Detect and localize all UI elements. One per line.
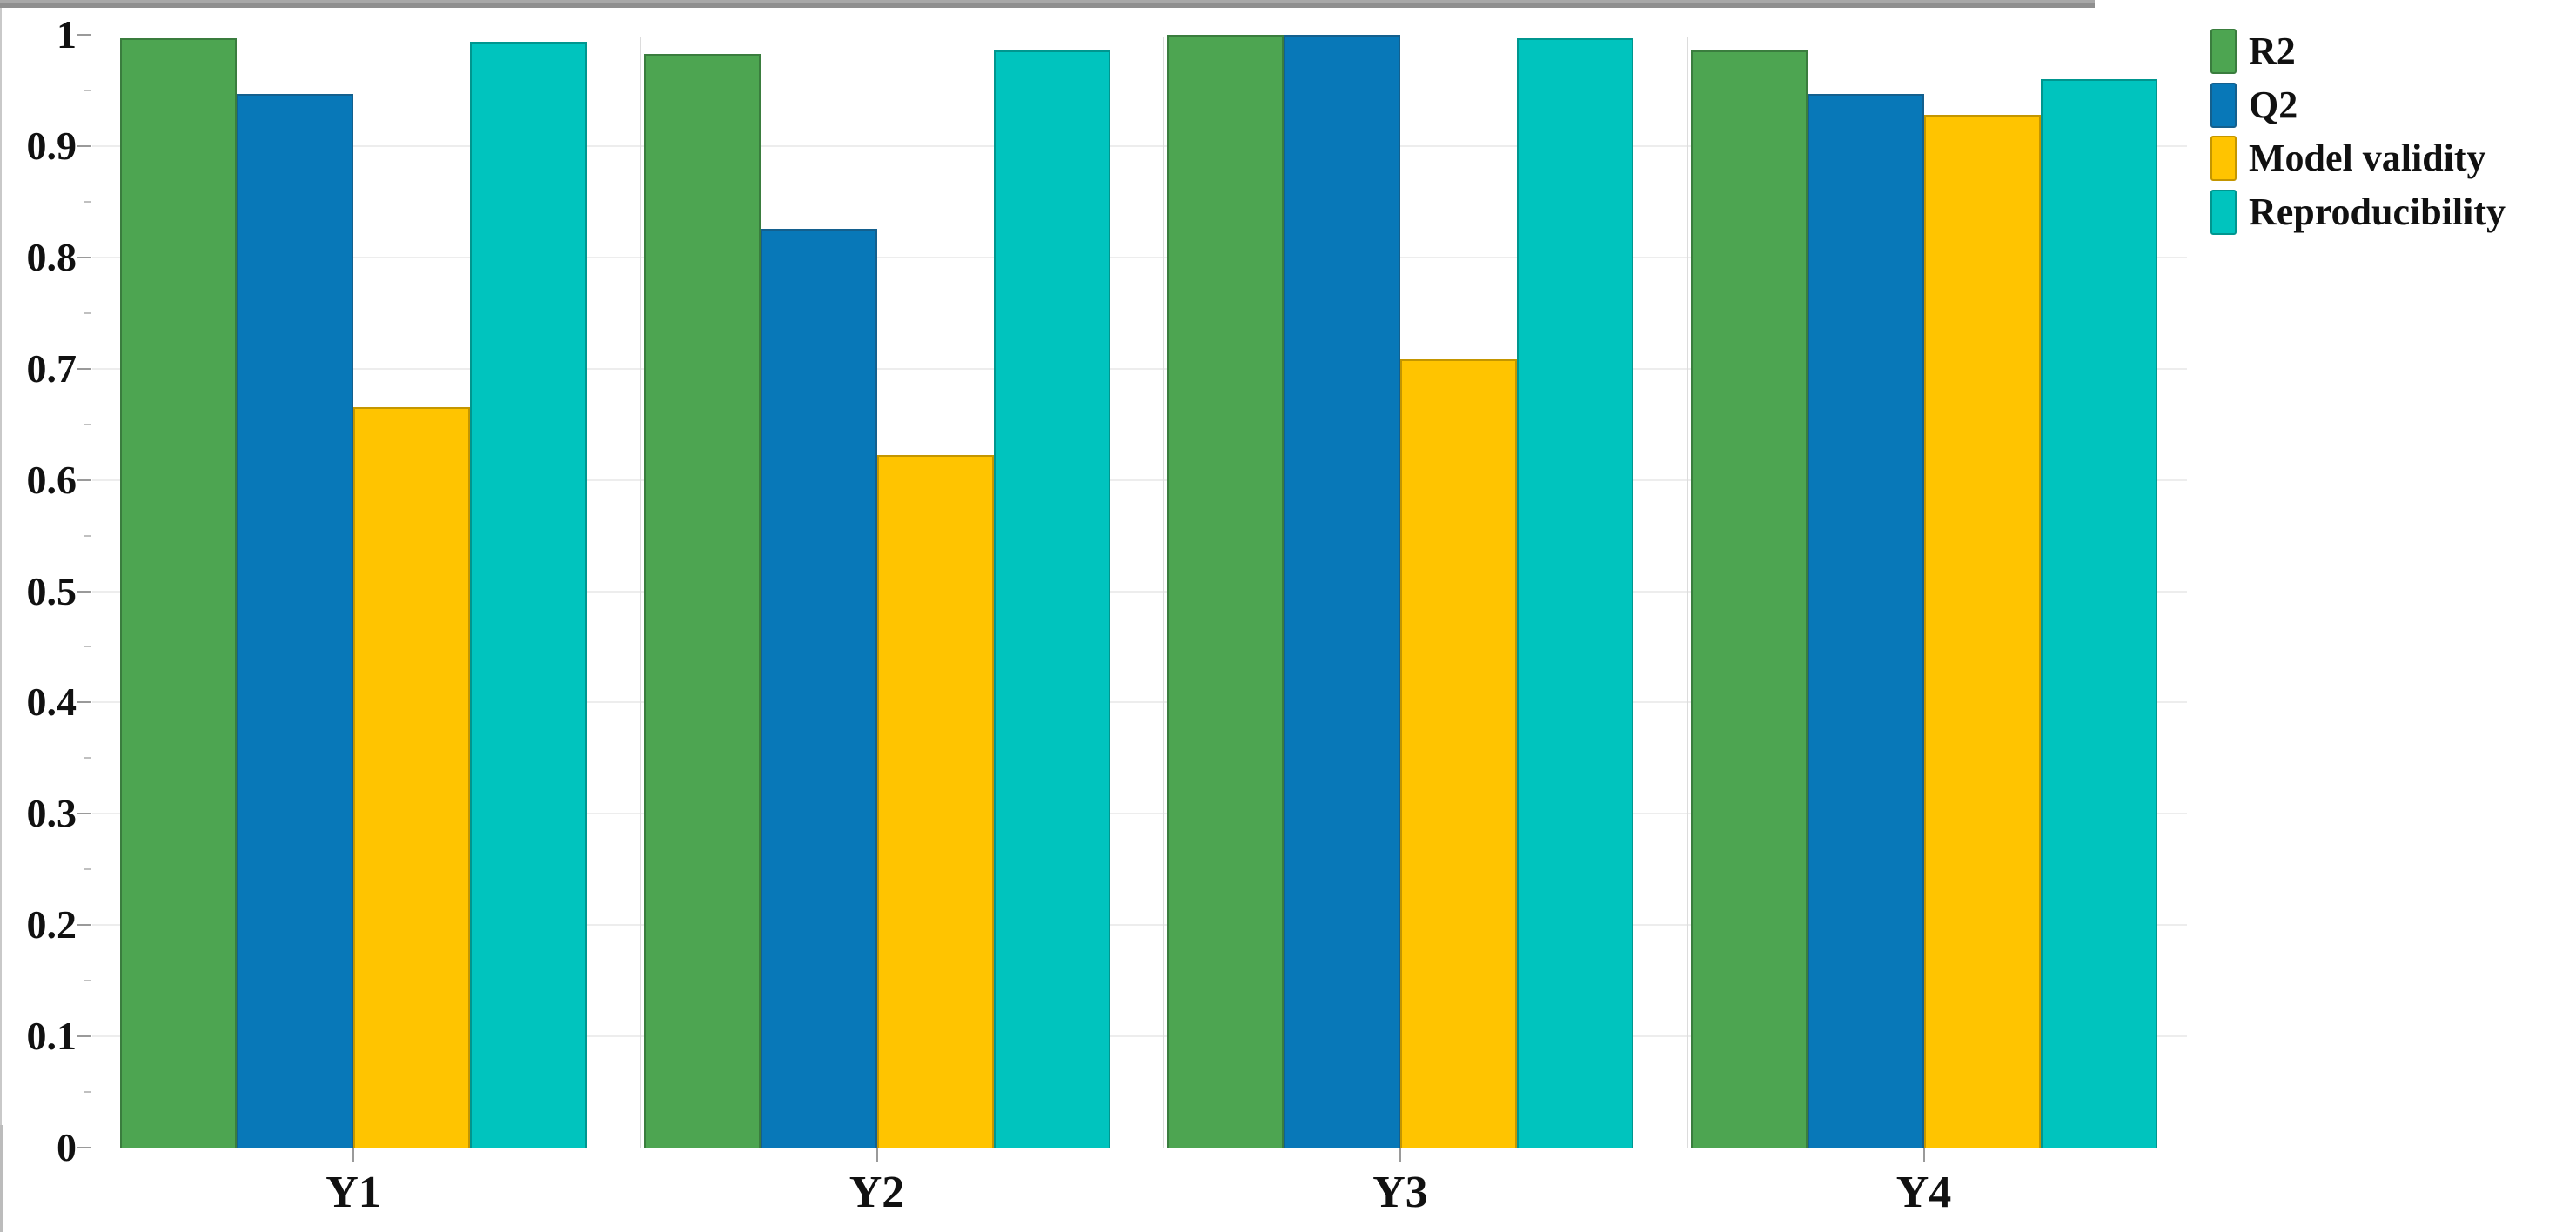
bar-model-validity-y3 xyxy=(1400,359,1517,1148)
y-axis-tick-label: 0 xyxy=(57,1125,77,1169)
legend-item: Reproducibility xyxy=(2210,189,2506,235)
gridline xyxy=(92,1035,2187,1038)
y-axis-major-tick xyxy=(77,144,91,147)
x-axis-tick xyxy=(352,1148,354,1162)
x-axis-category-label: Y4 xyxy=(1895,1168,1952,1217)
y-axis-major-tick xyxy=(77,813,91,815)
gridline xyxy=(92,479,2187,481)
bar-r2-y1 xyxy=(120,37,237,1148)
y-axis-major-tick xyxy=(77,1147,91,1148)
legend-item: Q2 xyxy=(2210,82,2298,128)
bar-q2-y2 xyxy=(760,228,877,1148)
y-axis-major-tick xyxy=(77,1035,91,1038)
y-axis-major-tick xyxy=(77,590,91,593)
x-axis-tick xyxy=(1399,1148,1401,1162)
plot-right-border xyxy=(0,1125,3,1232)
plot-top-border xyxy=(0,0,2095,3)
gridline xyxy=(92,813,2187,815)
y-axis-tick-label: 0.4 xyxy=(26,680,77,725)
legend-label: Model validity xyxy=(2249,137,2486,179)
y-axis-tick-label: 0.2 xyxy=(26,902,77,947)
legend-swatch-q2 xyxy=(2210,82,2237,128)
y-axis-minor-tick xyxy=(84,757,91,760)
y-axis-tick-label: 0.1 xyxy=(26,1014,77,1059)
bar-model-validity-y4 xyxy=(1923,115,2041,1148)
y-axis-minor-tick xyxy=(84,311,91,314)
y-axis-major-tick xyxy=(77,701,91,704)
y-axis-minor-tick xyxy=(84,423,91,425)
y-axis-minor-tick xyxy=(84,200,91,203)
bar-reproducibility-y3 xyxy=(1517,37,1633,1148)
gridline xyxy=(92,924,2187,927)
bar-r2-y2 xyxy=(643,53,761,1148)
legend-label: Reproducibility xyxy=(2249,190,2506,233)
bar-model-validity-y1 xyxy=(353,407,470,1148)
y-axis-minor-tick xyxy=(84,534,91,537)
legend-item: Model validity xyxy=(2210,136,2486,181)
y-axis-tick-label: 0.5 xyxy=(26,568,77,613)
x-axis-category-label: Y3 xyxy=(1372,1168,1428,1217)
y-axis-major-tick xyxy=(77,367,91,370)
legend-swatch-reproducibility xyxy=(2210,189,2237,235)
y-axis-tick-label: 0.7 xyxy=(26,345,77,391)
y-axis-minor-tick xyxy=(84,89,91,91)
legend-label: Q2 xyxy=(2249,83,2298,126)
y-axis-major-tick xyxy=(77,924,91,927)
bar-q2-y1 xyxy=(237,93,353,1148)
legend-swatch-model-validity xyxy=(2210,136,2237,181)
x-axis-tick xyxy=(875,1148,878,1162)
x-axis-category-label: Y2 xyxy=(849,1168,905,1217)
x-axis-category-label: Y1 xyxy=(325,1168,381,1217)
y-axis-tick-label: 0.3 xyxy=(26,791,77,836)
y-axis-tick-label: 0.6 xyxy=(26,457,77,502)
group-separator xyxy=(1686,37,1688,1148)
legend-swatch-r2 xyxy=(2210,29,2237,74)
bar-reproducibility-y1 xyxy=(470,41,587,1148)
gridline xyxy=(92,256,2187,258)
y-axis-minor-tick xyxy=(84,1091,91,1094)
bar-r2-y3 xyxy=(1167,35,1284,1148)
bar-q2-y3 xyxy=(1284,35,1400,1148)
gridline xyxy=(92,367,2187,370)
y-axis-major-tick xyxy=(77,34,91,36)
bar-model-validity-y2 xyxy=(876,455,994,1148)
legend-item: R2 xyxy=(2210,29,2296,74)
gridline xyxy=(92,590,2187,593)
y-axis-minor-tick xyxy=(84,868,91,871)
axes-layer xyxy=(0,0,2095,1232)
bar-reproducibility-y2 xyxy=(993,50,1110,1148)
y-axis-tick-label: 1 xyxy=(57,12,77,57)
x-axis-tick xyxy=(1922,1148,1925,1162)
legend-label: R2 xyxy=(2249,30,2296,72)
y-axis-major-tick xyxy=(77,479,91,481)
gridline xyxy=(92,144,2187,147)
y-axis-line xyxy=(0,8,2,1125)
y-axis-minor-tick xyxy=(84,980,91,982)
gridline xyxy=(92,701,2187,704)
x-axis-line xyxy=(0,3,2095,8)
y-axis-tick-label: 0.9 xyxy=(26,123,77,168)
group-separator xyxy=(639,37,641,1148)
y-axis-major-tick xyxy=(77,256,91,258)
y-axis-tick-label: 0.8 xyxy=(26,234,77,279)
bar-q2-y4 xyxy=(1807,93,1924,1148)
y-axis-minor-tick xyxy=(84,646,91,648)
bar-r2-y4 xyxy=(1690,50,1808,1148)
bar-reproducibility-y4 xyxy=(2040,79,2157,1148)
group-separator xyxy=(1163,37,1164,1148)
